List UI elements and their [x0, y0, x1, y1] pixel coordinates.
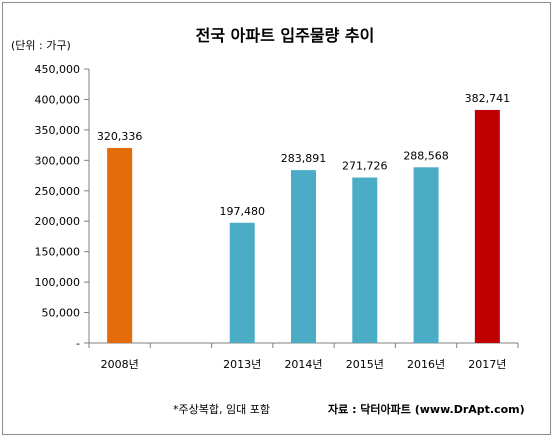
category-label: 2013년 [223, 358, 261, 371]
bar [474, 109, 500, 344]
category-labels: 2008년 2013년 2014년 2015년 2016년 2017년 [101, 358, 507, 371]
bar [229, 222, 255, 343]
bar [352, 177, 378, 343]
category-label: 2016년 [407, 358, 445, 371]
category-label: 2014년 [284, 358, 322, 371]
bar [413, 167, 439, 343]
data-label: 288,568 [403, 149, 449, 162]
y-tick-label: 350,000 [35, 124, 81, 137]
data-label: 382,741 [465, 92, 511, 105]
data-labels: 320,336 197,480 283,891 271,726 288,568 382,7… [97, 92, 510, 218]
bars [107, 109, 500, 344]
y-tick-label: 50,000 [42, 307, 81, 320]
y-ticks: - 50,000 100,000 150,000 200,000 250,000 300,0… [35, 63, 89, 350]
category-label: 2017년 [468, 358, 506, 371]
bar [291, 170, 316, 343]
y-tick-label: 100,000 [35, 276, 81, 289]
source-note: 자료 : 닥터아파트 (www.DrApt.com) [328, 402, 525, 416]
data-label: 197,480 [219, 205, 265, 218]
bar [107, 147, 133, 343]
category-label: 2015년 [346, 358, 384, 371]
chart-frame: 전국 아파트 입주물량 추이 (단위 : 가구) - 50,000 100,000 1… [2, 2, 551, 435]
chart-title: 전국 아파트 입주물량 추이 [196, 26, 375, 45]
category-label: 2008년 [101, 358, 139, 371]
y-tick-label: 200,000 [35, 215, 81, 228]
footnote: *주상복합, 임대 포함 [173, 403, 270, 416]
y-tick-label: 300,000 [35, 154, 81, 167]
y-tick-label: 150,000 [35, 246, 81, 259]
y-tick-label: 250,000 [35, 185, 81, 198]
data-label: 320,336 [97, 130, 143, 143]
data-label: 271,726 [342, 160, 388, 173]
y-tick-label: - [76, 337, 80, 350]
bar-chart: 전국 아파트 입주물량 추이 (단위 : 가구) - 50,000 100,000 1… [11, 26, 525, 416]
unit-label: (단위 : 가구) [11, 39, 71, 52]
y-tick-label: 450,000 [35, 63, 81, 76]
data-label: 283,891 [281, 152, 327, 165]
y-tick-label: 400,000 [35, 93, 81, 106]
